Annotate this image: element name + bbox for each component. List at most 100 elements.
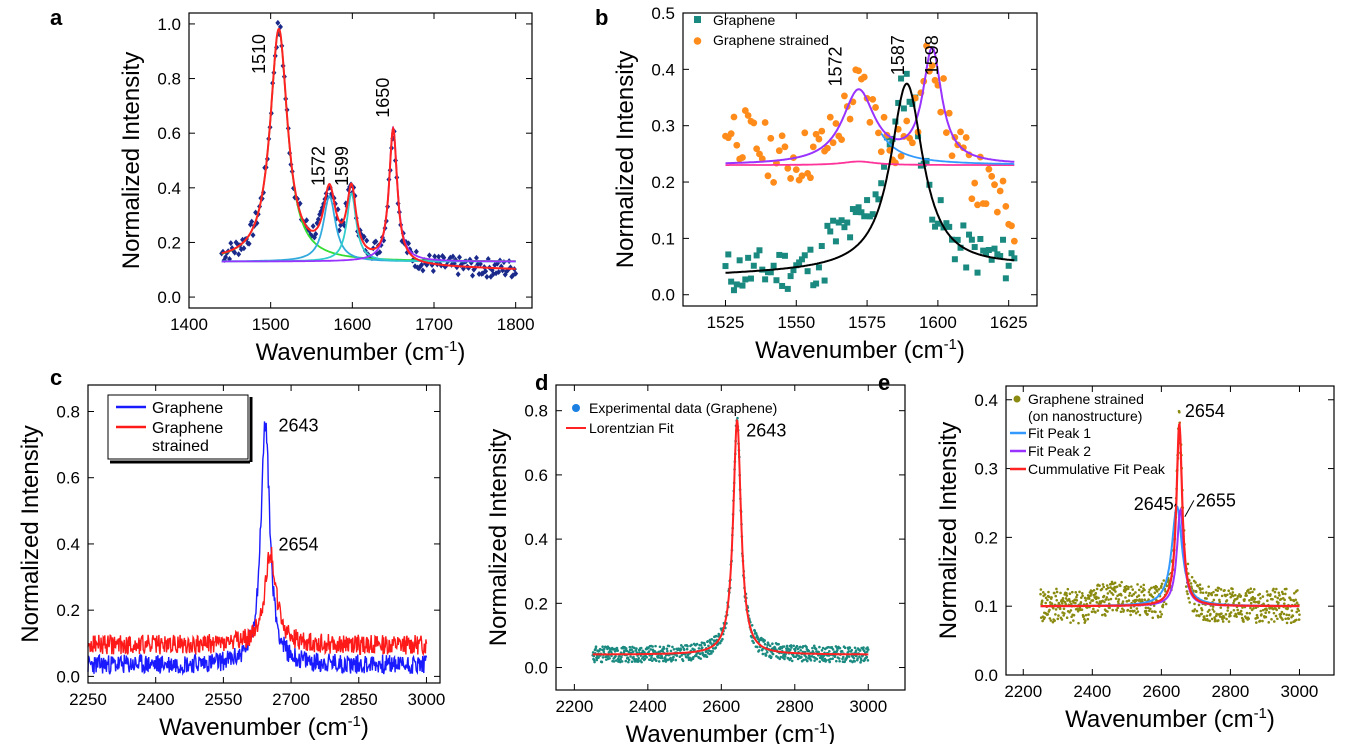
data-point [662, 647, 666, 650]
data-point [859, 658, 863, 662]
data-point [831, 648, 835, 651]
plot-frame [682, 12, 1038, 307]
peak-label-1599: 1599 [332, 146, 352, 186]
data-point [858, 655, 861, 658]
legend-label-strained-1: Graphene [152, 420, 223, 437]
data-point [1294, 598, 1297, 602]
data-point [1075, 595, 1078, 599]
strained-point [764, 172, 772, 180]
data-point [680, 654, 683, 657]
strained-point [809, 143, 817, 151]
data-point [1159, 615, 1162, 619]
graphene-point [728, 278, 735, 285]
data-point [711, 647, 715, 650]
data-point [808, 654, 812, 658]
data-point [595, 658, 599, 662]
data-point [760, 636, 763, 640]
legend-label: Fit Peak 1 [1028, 425, 1091, 441]
data-point [455, 271, 461, 278]
data-point [1210, 617, 1214, 621]
data-point [1215, 593, 1219, 597]
data-point [1219, 606, 1223, 609]
data-point [624, 647, 628, 650]
strained-point [778, 132, 786, 140]
data-point [1237, 601, 1241, 605]
data-point [1111, 608, 1114, 612]
data-point [802, 658, 805, 662]
data-point [477, 261, 483, 268]
strained-point [923, 42, 930, 50]
data-point [1120, 593, 1123, 597]
data-point [1142, 593, 1146, 597]
data-point [602, 647, 606, 651]
data-point [1155, 590, 1159, 593]
graphene-point [934, 220, 941, 227]
data-point [1149, 607, 1152, 611]
data-point [1078, 590, 1081, 594]
data-point [1195, 614, 1198, 617]
strained-point [940, 75, 947, 82]
data-point [1132, 592, 1136, 596]
strained-point [758, 155, 766, 163]
graphene-point [869, 211, 876, 218]
data-point [850, 648, 854, 652]
x-axis-title-sup: -1 [944, 336, 957, 353]
data-point [1297, 609, 1301, 612]
data-point [1205, 597, 1208, 600]
data-point [619, 657, 622, 661]
data-point [1124, 596, 1127, 599]
strained-point [761, 119, 769, 126]
data-point [1081, 594, 1084, 598]
data-point [789, 648, 792, 652]
data-point [843, 646, 847, 650]
x-tick-label: 1575 [848, 313, 886, 332]
x-axis-title: Wavenumber (cm-1) [626, 720, 836, 744]
graphene-point [745, 254, 752, 261]
x-axis-title: Wavenumber (cm-1) [755, 336, 965, 364]
strained-point [991, 181, 998, 189]
strained-point [996, 187, 1004, 195]
data-point [630, 660, 634, 664]
data-point [1137, 594, 1141, 597]
data-point [439, 252, 445, 259]
data-point [1206, 618, 1209, 622]
data-point [1088, 601, 1092, 605]
graphene-point [903, 70, 910, 77]
legend-marker-graphene [694, 16, 701, 23]
data-point [1094, 611, 1097, 614]
x-axis-title-main: Wavenumber (cm [755, 337, 943, 364]
x-tick-label: 2400 [629, 697, 667, 716]
strained-fit [725, 46, 1015, 165]
data-point [1094, 591, 1098, 595]
data-point [1198, 614, 1201, 618]
data-point [1258, 592, 1262, 596]
y-tick-label: 0.5 [651, 4, 675, 23]
graphene-point [985, 247, 992, 254]
data-point [675, 654, 679, 657]
strained-point [999, 177, 1007, 185]
data-point [709, 649, 713, 653]
data-point [1047, 590, 1050, 594]
graphene-point [779, 282, 786, 289]
data-point [1127, 594, 1131, 597]
data-point [1116, 606, 1120, 609]
data-point [1219, 588, 1223, 591]
data-point [1147, 598, 1150, 601]
strained-point [818, 127, 826, 135]
graphene-point [770, 262, 777, 269]
data-point [865, 650, 869, 653]
data-point [1229, 611, 1233, 614]
x-tick-label: 2400 [137, 690, 175, 709]
data-point [811, 646, 814, 650]
peak-label-1587: 1587 [888, 35, 908, 75]
graphene-point [790, 267, 797, 274]
data-point [1200, 612, 1204, 616]
data-point [862, 646, 865, 649]
data-point [377, 249, 383, 256]
data-point [1164, 590, 1167, 593]
data-point [1139, 585, 1143, 589]
data-point [841, 655, 845, 659]
data-point [1189, 582, 1193, 585]
data-point [1253, 597, 1257, 600]
data-point [686, 644, 689, 648]
